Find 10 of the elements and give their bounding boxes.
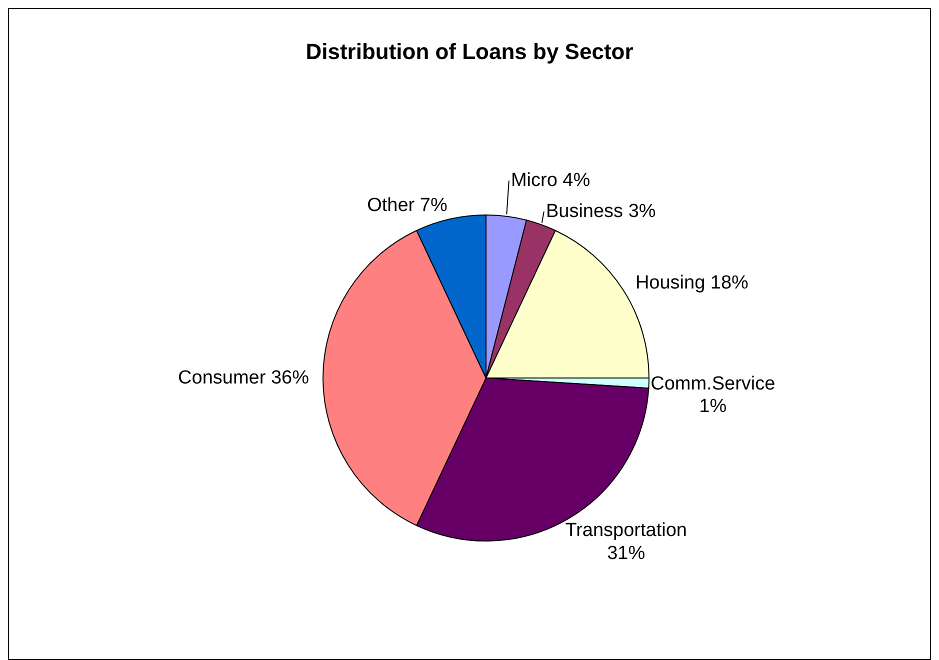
slice-label: Transportation — [565, 520, 688, 542]
slice-label: Comm.Service — [650, 373, 776, 394]
slice-label: Other 7% — [367, 194, 448, 216]
slice-label: Micro 4% — [510, 170, 590, 192]
data-label: 1% — [699, 396, 727, 418]
data-label: 31% — [607, 542, 646, 564]
slice-label: Business 3% — [546, 200, 656, 222]
slice-label: Housing 18% — [635, 272, 749, 294]
chart-title: Distribution of Loans by Sector — [304, 38, 634, 66]
slice-label: Consumer 36% — [178, 368, 310, 388]
